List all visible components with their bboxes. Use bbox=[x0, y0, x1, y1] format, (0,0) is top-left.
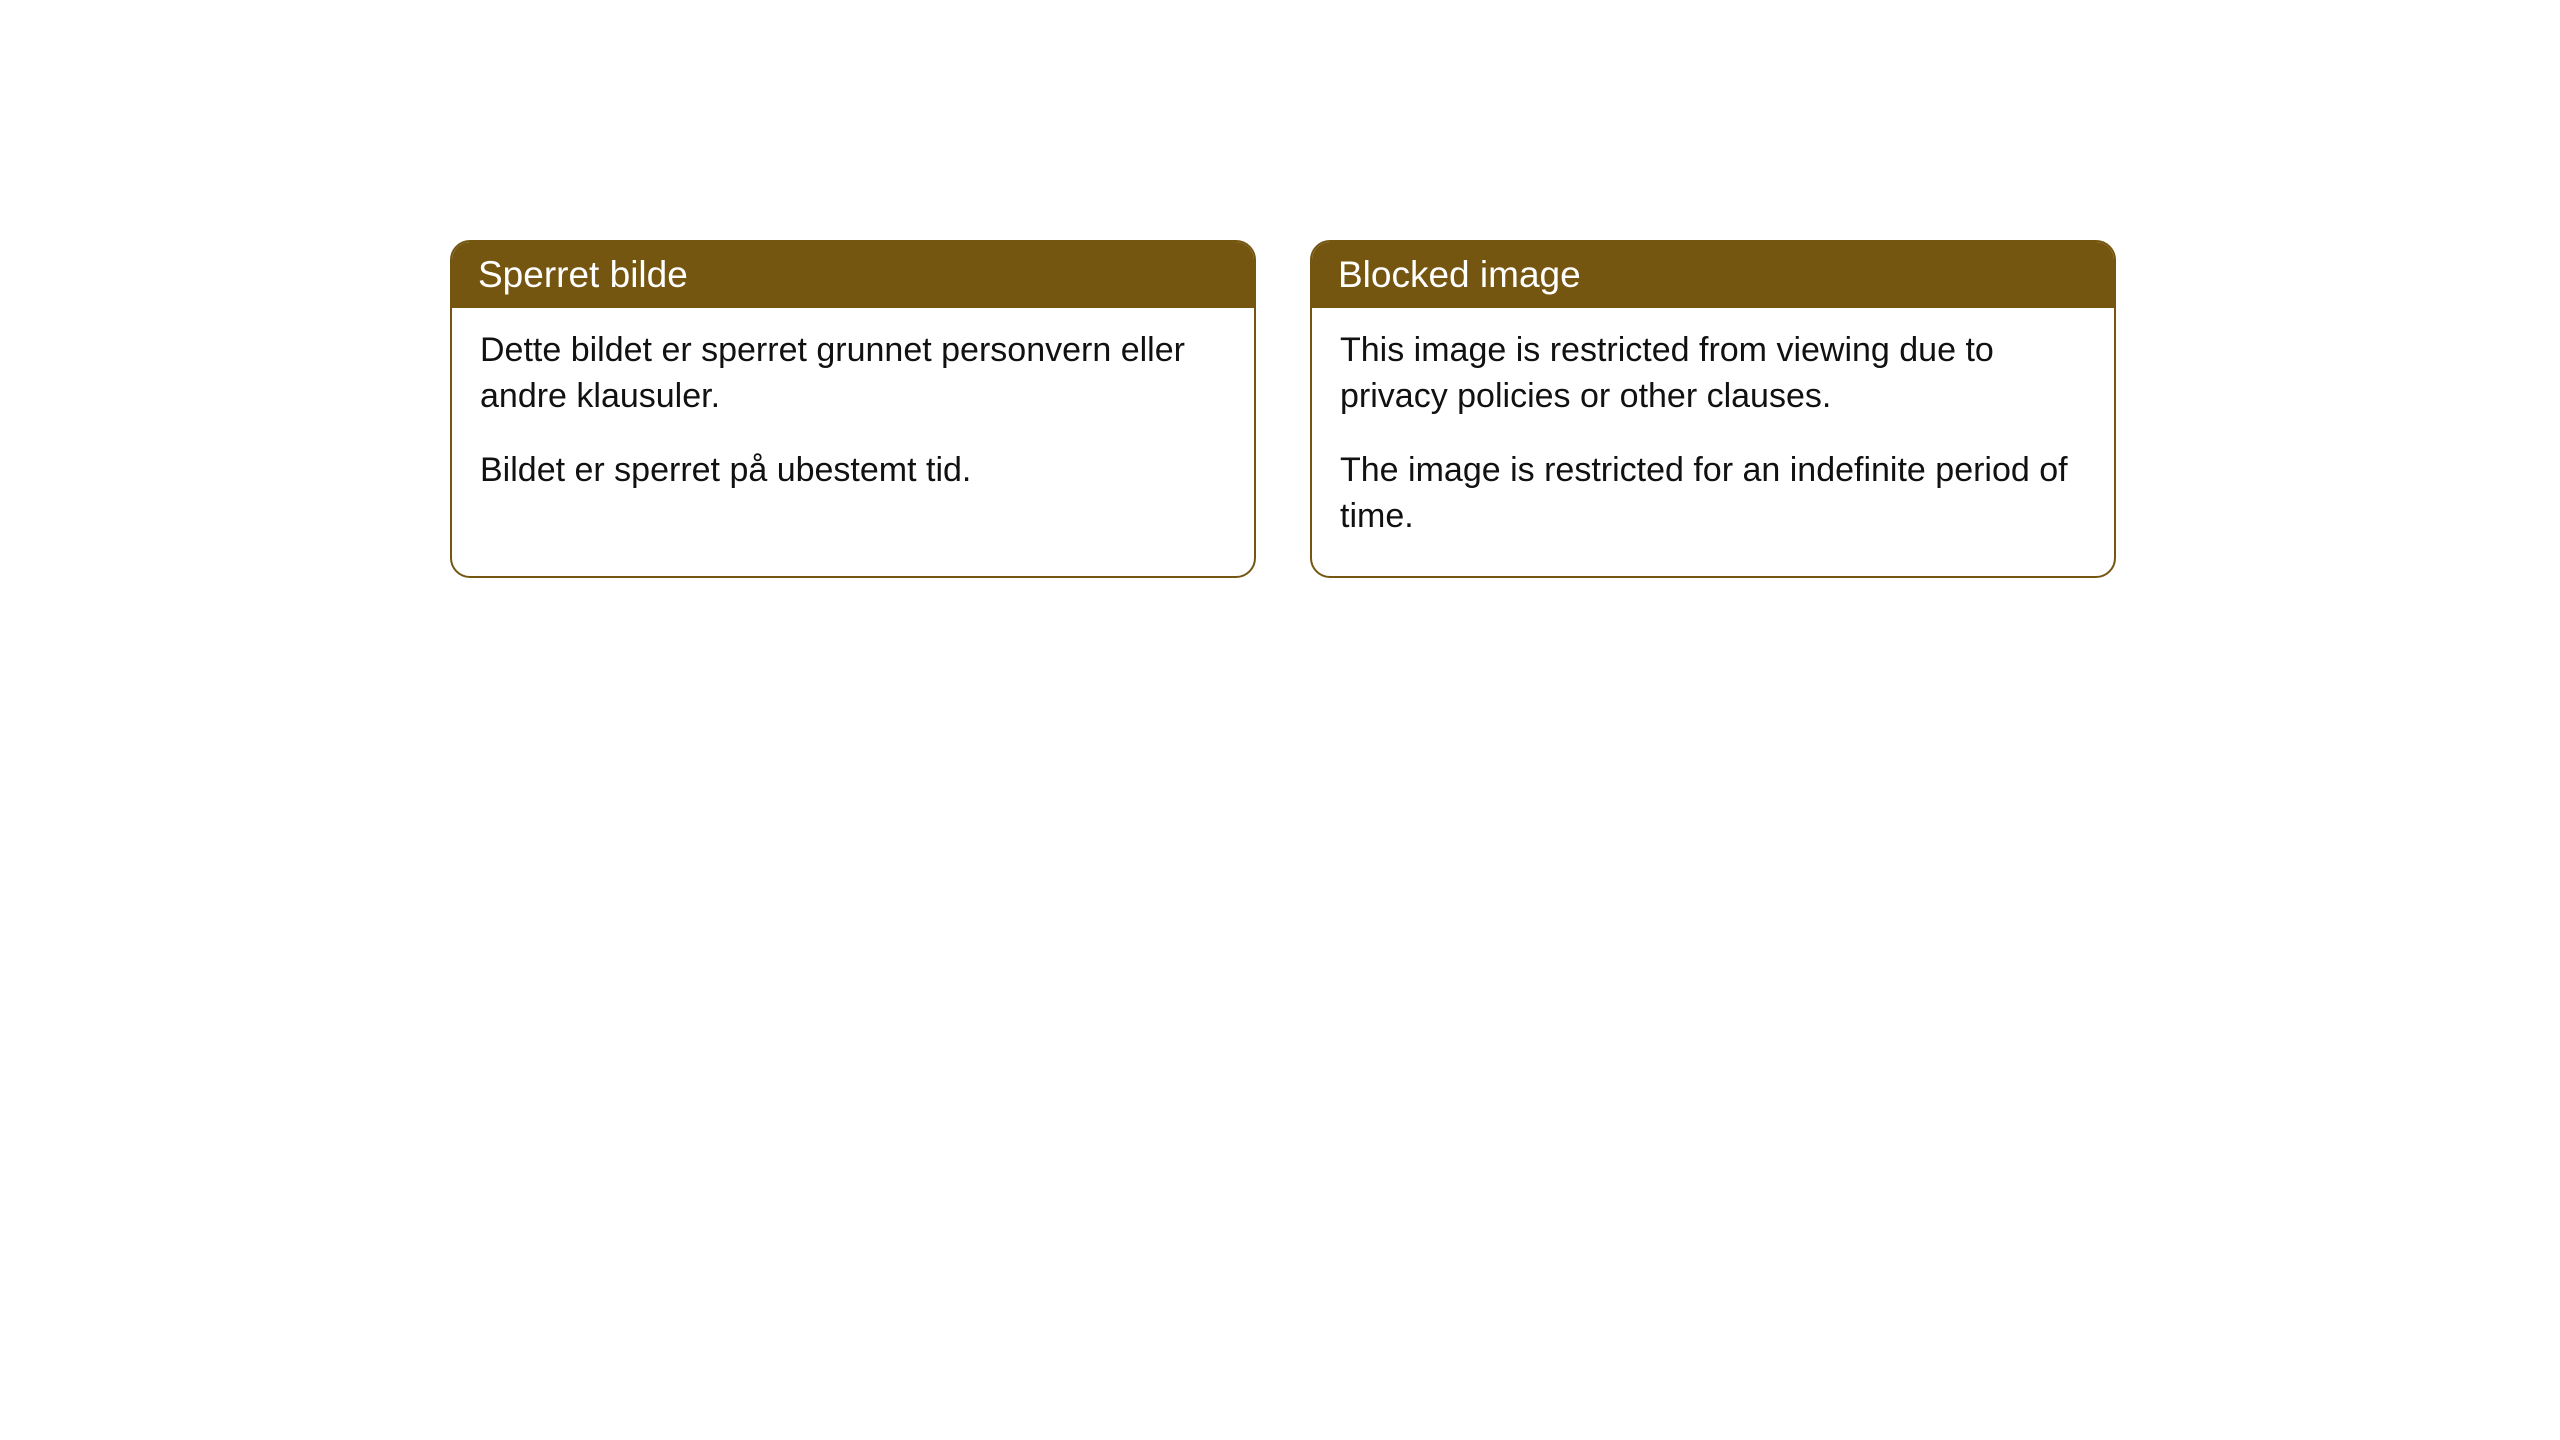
notices-container: Sperret bilde Dette bildet er sperret gr… bbox=[450, 240, 2116, 578]
notice-box-english: Blocked image This image is restricted f… bbox=[1310, 240, 2116, 578]
notice-body: Dette bildet er sperret grunnet personve… bbox=[452, 308, 1254, 530]
notice-paragraph: This image is restricted from viewing du… bbox=[1340, 328, 2086, 420]
notice-paragraph: Dette bildet er sperret grunnet personve… bbox=[480, 328, 1226, 420]
notice-paragraph: The image is restricted for an indefinit… bbox=[1340, 448, 2086, 540]
notice-box-norwegian: Sperret bilde Dette bildet er sperret gr… bbox=[450, 240, 1256, 578]
notice-body: This image is restricted from viewing du… bbox=[1312, 308, 2114, 576]
notice-paragraph: Bildet er sperret på ubestemt tid. bbox=[480, 448, 1226, 494]
notice-header: Blocked image bbox=[1312, 242, 2114, 308]
notice-header: Sperret bilde bbox=[452, 242, 1254, 308]
